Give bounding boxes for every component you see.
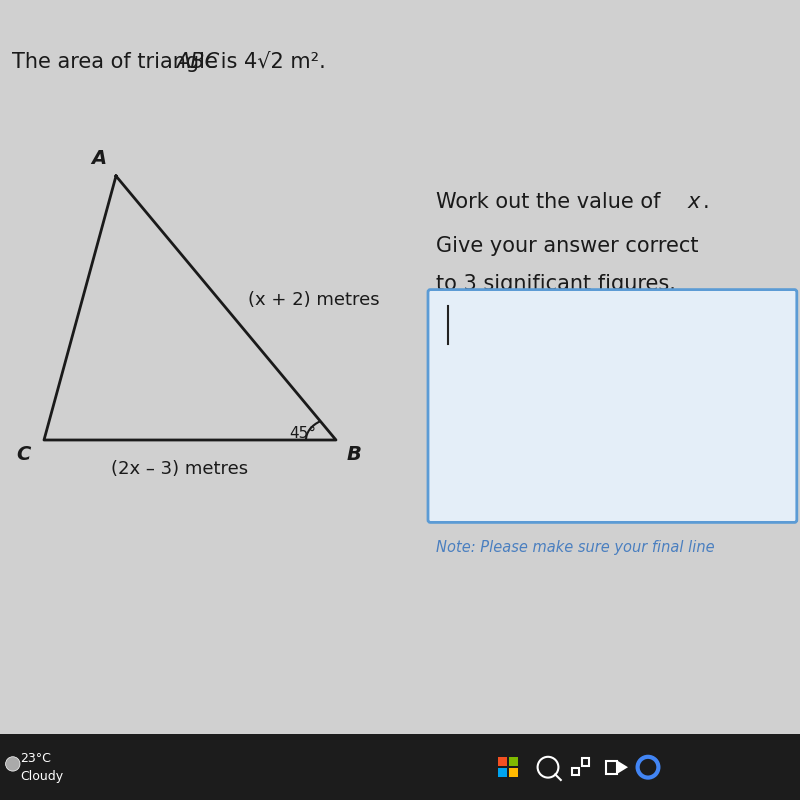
Bar [0, 734, 800, 800]
Bar [498, 757, 507, 766]
Text: Work out the value of: Work out the value of [436, 192, 667, 212]
Bar [498, 768, 507, 778]
Text: C: C [16, 445, 30, 464]
Text: .: . [702, 192, 709, 212]
Bar [606, 761, 617, 774]
Text: 45°: 45° [289, 426, 316, 441]
Text: ABC: ABC [176, 52, 219, 72]
Text: to 3 significant figures.: to 3 significant figures. [436, 274, 676, 294]
Text: 23°C
Cloudy: 23°C Cloudy [20, 752, 63, 782]
Bar [572, 768, 579, 775]
Bar [509, 757, 518, 766]
Bar [582, 758, 589, 766]
Circle shape [6, 757, 20, 771]
Text: (x + 2) metres: (x + 2) metres [248, 291, 380, 309]
FancyBboxPatch shape [428, 290, 797, 522]
Text: Note: Please make sure your final line: Note: Please make sure your final line [436, 540, 714, 555]
Text: The area of triangle: The area of triangle [12, 52, 225, 72]
Polygon shape [618, 761, 628, 774]
Text: Give your answer correct: Give your answer correct [436, 236, 698, 256]
Text: (2x – 3) metres: (2x – 3) metres [111, 460, 249, 478]
Text: x: x [688, 192, 700, 212]
Text: A: A [91, 149, 106, 168]
Text: is 4√2 m².: is 4√2 m². [214, 52, 326, 72]
Bar [509, 768, 518, 778]
Text: B: B [346, 445, 361, 464]
